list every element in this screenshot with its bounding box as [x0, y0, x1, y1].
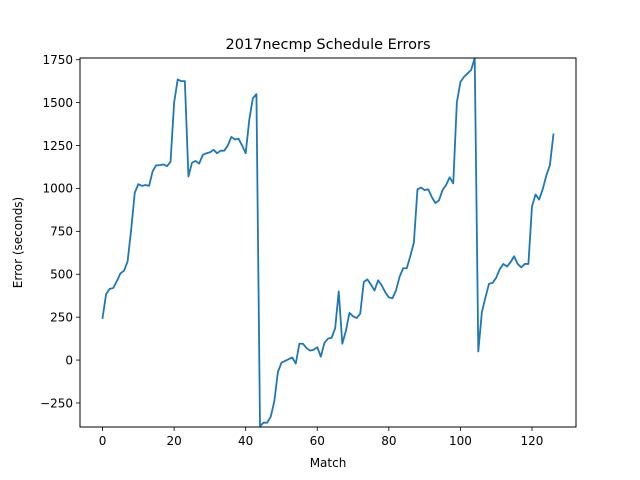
- y-axis-label: Error (seconds): [11, 197, 25, 288]
- x-tick-label: 60: [310, 434, 325, 448]
- y-tick-label: 1000: [42, 182, 73, 196]
- y-tick-label: 1250: [42, 139, 73, 153]
- y-tick-label: 250: [50, 310, 73, 324]
- x-tick-label: 20: [166, 434, 181, 448]
- plot-frame: [79, 57, 577, 428]
- y-tick-label: −250: [40, 396, 73, 410]
- series-line-0: [101, 58, 555, 427]
- y-tick-label: 500: [50, 268, 73, 282]
- y-axis-ticks: −250 0 250 500 750 1000 1250 1500 1750: [40, 53, 80, 410]
- y-tick-label: 0: [65, 353, 73, 367]
- x-axis-ticks: 0 20 40 60 80 100 120: [99, 427, 544, 448]
- x-axis-label: Match: [310, 456, 347, 470]
- x-tick-label: 40: [238, 434, 253, 448]
- x-tick-label: 80: [381, 434, 396, 448]
- x-tick-label: 100: [449, 434, 472, 448]
- x-tick-label: 120: [521, 434, 544, 448]
- chart-title: 2017necmp Schedule Errors: [225, 37, 430, 53]
- x-tick-label: 0: [99, 434, 107, 448]
- series-layer: [101, 58, 555, 427]
- y-tick-label: 750: [50, 225, 73, 239]
- y-tick-label: 1750: [42, 53, 73, 67]
- plot-area: [80, 58, 576, 427]
- y-tick-label: 1500: [42, 96, 73, 110]
